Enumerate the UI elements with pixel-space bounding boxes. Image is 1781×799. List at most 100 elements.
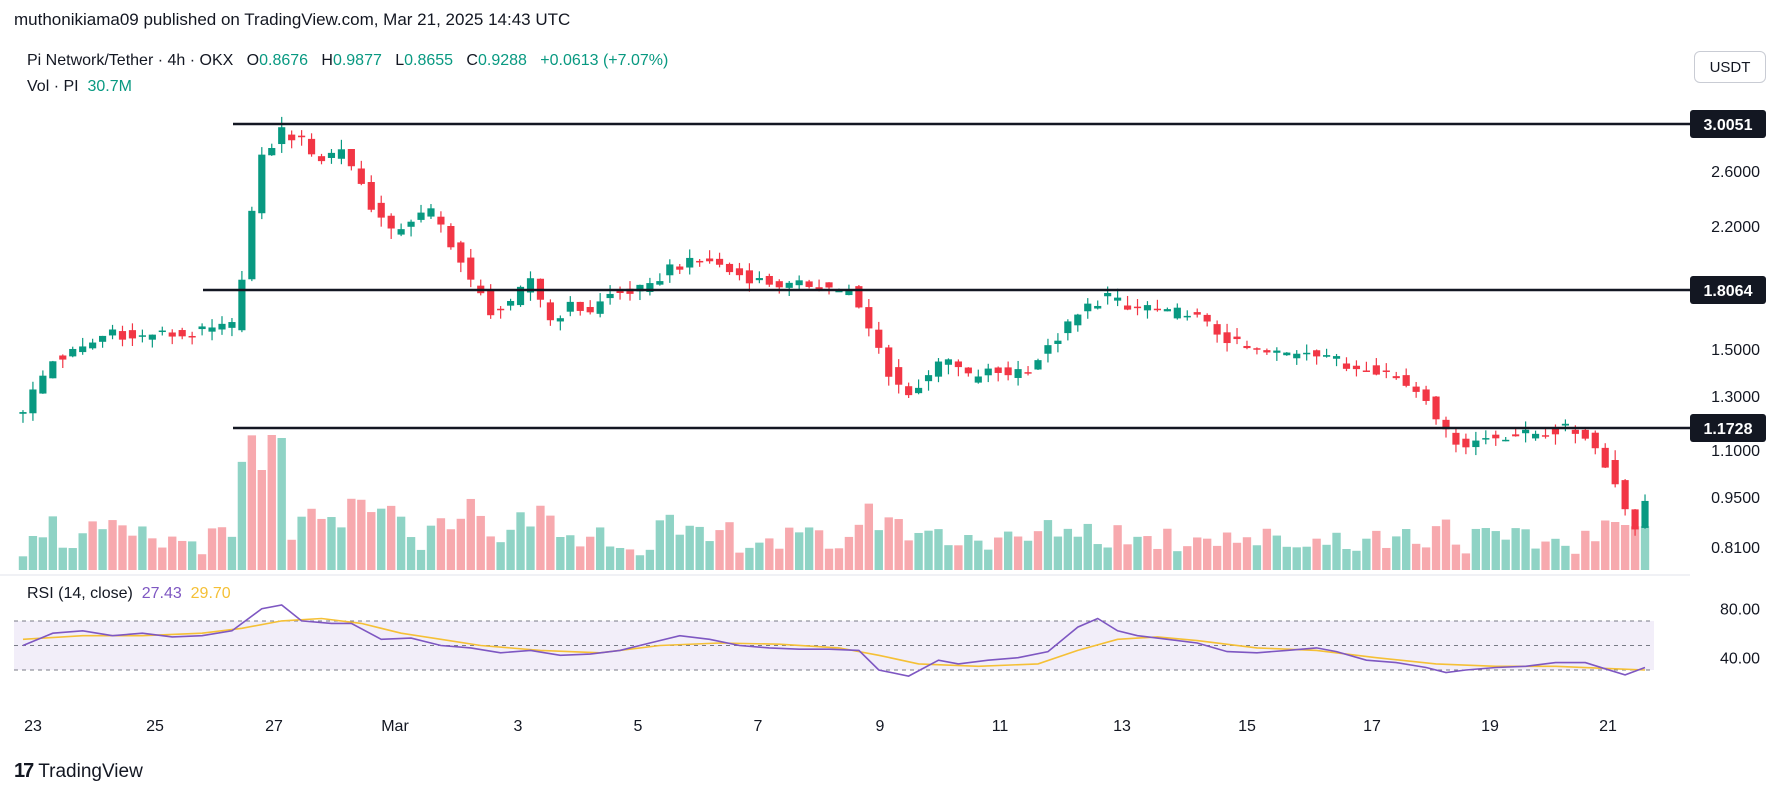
symbol-header: Pi Network/Tether · 4h · OKX O0.8676 H0.…: [27, 52, 668, 70]
volume-bar: [68, 548, 77, 570]
candle-body: [79, 346, 87, 353]
volume-bar: [78, 533, 87, 570]
volume-bar: [1561, 545, 1570, 570]
time-tick-label: 23: [24, 718, 42, 735]
level-label-box: [1690, 110, 1766, 138]
volume-bar: [118, 525, 127, 570]
candle-body: [1074, 314, 1082, 326]
candle-body: [128, 330, 137, 339]
volume-bar: [436, 518, 446, 570]
volume-bar: [1511, 528, 1520, 570]
volume-bar: [546, 515, 555, 570]
candle-body: [1313, 350, 1321, 357]
candle-body: [377, 202, 385, 218]
volume-bar: [1402, 529, 1411, 570]
candle-body: [317, 156, 326, 162]
candle-body: [1014, 369, 1022, 378]
candle-body: [1233, 336, 1241, 340]
candle-body: [1402, 375, 1410, 386]
candle-body: [1163, 309, 1171, 312]
volume-bar: [347, 498, 356, 570]
volume-bar: [934, 529, 943, 570]
volume-bar: [854, 524, 864, 570]
volume-bar: [496, 542, 505, 570]
volume-bar: [625, 549, 635, 570]
volume-bar: [297, 516, 306, 570]
volume-bar: [1103, 547, 1112, 570]
volume-bar: [1501, 539, 1510, 570]
volume-bar: [954, 545, 963, 570]
candle-body: [1631, 509, 1639, 530]
volume-bar: [1382, 547, 1391, 570]
volume-bar: [1163, 528, 1172, 570]
volume-bar: [655, 520, 665, 570]
volume-bar: [108, 520, 117, 570]
candle-body: [1064, 321, 1072, 334]
candle-body: [1143, 305, 1152, 311]
high-value: 0.9877: [332, 52, 382, 69]
currency-button[interactable]: USDT: [1694, 51, 1766, 83]
time-tick-label: 9: [876, 718, 885, 735]
volume-bar: [715, 530, 724, 570]
time-tick-label: 21: [1599, 718, 1617, 735]
candle-body: [178, 330, 186, 337]
symbol-name: Pi Network/Tether · 4h · OKX: [27, 52, 234, 69]
tradingview-brand[interactable]: 17 TradingView: [14, 760, 143, 783]
volume-bar: [1232, 542, 1242, 570]
volume-bar: [337, 527, 346, 570]
volume-bar: [1521, 529, 1530, 570]
time-tick-label: 25: [146, 718, 164, 735]
volume-bar: [994, 537, 1003, 570]
candle-body: [855, 286, 863, 308]
volume-bar: [1302, 546, 1311, 570]
candle-body: [1193, 312, 1201, 315]
volume-bar: [874, 530, 883, 570]
candle-body: [1114, 297, 1122, 301]
volume-bar: [317, 518, 326, 570]
volume-bar: [1491, 531, 1500, 570]
volume-bar: [1640, 526, 1650, 570]
candle-body: [1123, 305, 1132, 310]
candle-body: [1472, 440, 1480, 448]
volume-bar: [1312, 538, 1321, 570]
tradingview-logo-icon: 17: [14, 760, 34, 782]
low-label: L: [395, 52, 405, 69]
volume-bar: [804, 527, 814, 570]
candle-body: [785, 282, 793, 288]
volume-bar: [257, 470, 266, 570]
volume-bar: [466, 498, 475, 570]
volume-bar: [506, 529, 515, 570]
candle-body: [1392, 376, 1400, 379]
candle-body: [895, 367, 903, 385]
volume-bar: [267, 435, 276, 570]
change-value: +0.0613 (+7.07%): [540, 52, 669, 69]
volume-bar: [844, 536, 854, 570]
candle-body: [994, 367, 1002, 373]
candle-body: [447, 225, 455, 248]
candle-body: [1173, 307, 1181, 319]
candle-body: [656, 281, 664, 285]
volume-bar: [247, 435, 257, 570]
candle-body: [556, 318, 564, 322]
candle-body: [1253, 348, 1261, 350]
volume-bar: [138, 526, 147, 570]
volume-label: Vol · PI: [27, 78, 79, 95]
rsi-tick-label: 80.00: [1720, 602, 1760, 619]
volume-bar: [1133, 536, 1142, 570]
volume-bar: [1571, 553, 1580, 570]
volume-bar: [28, 535, 38, 570]
level-label: 1.1728: [1704, 421, 1753, 438]
candle-body: [158, 330, 166, 333]
candle-body: [1581, 429, 1589, 439]
volume-bar: [327, 517, 336, 570]
candle-body: [168, 332, 176, 337]
rsi-line: [22, 604, 1646, 677]
volume-bar: [1292, 547, 1301, 570]
volume-bar: [1541, 541, 1550, 570]
candle-body: [825, 282, 833, 288]
volume-bar: [1043, 520, 1053, 570]
candle-body: [1452, 432, 1460, 445]
close-label: C: [466, 52, 478, 69]
candle-body: [516, 286, 525, 306]
